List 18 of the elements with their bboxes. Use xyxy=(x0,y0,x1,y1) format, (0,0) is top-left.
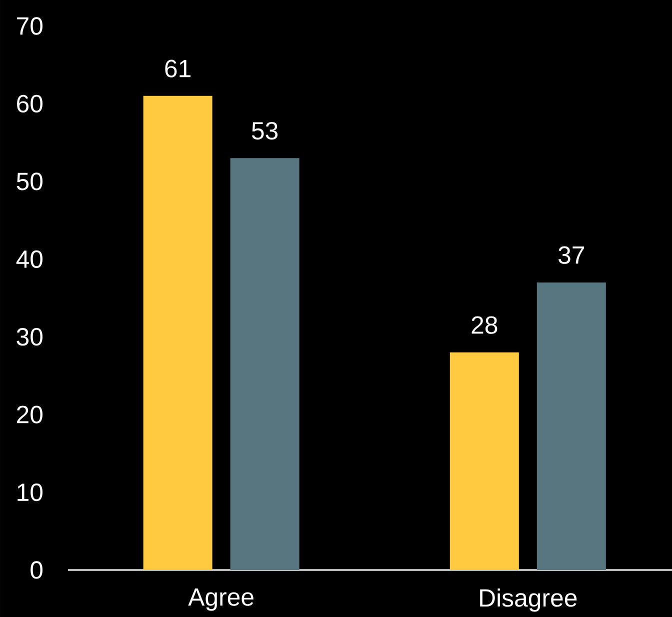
y-tick-label: 20 xyxy=(17,406,43,424)
y-tick-label: 0 xyxy=(30,561,43,579)
bar xyxy=(143,96,212,570)
y-tick-label: 40 xyxy=(16,250,43,268)
bar xyxy=(230,158,300,570)
y-tick-label: 50 xyxy=(16,172,43,190)
x-tick-label: Agree xyxy=(188,588,254,611)
y-tick-label: 60 xyxy=(17,94,43,113)
bar xyxy=(450,352,519,570)
y-tick-label: 30 xyxy=(16,328,43,346)
x-tick-label: Disagree xyxy=(480,588,577,612)
bar xyxy=(536,282,606,570)
y-tick-label: 10 xyxy=(18,483,43,502)
data-label: 28 xyxy=(472,316,498,334)
y-tick-label: 70 xyxy=(17,17,43,35)
data-label: 37 xyxy=(558,246,584,264)
data-label: 53 xyxy=(252,122,278,140)
data-label: 61 xyxy=(165,60,190,78)
